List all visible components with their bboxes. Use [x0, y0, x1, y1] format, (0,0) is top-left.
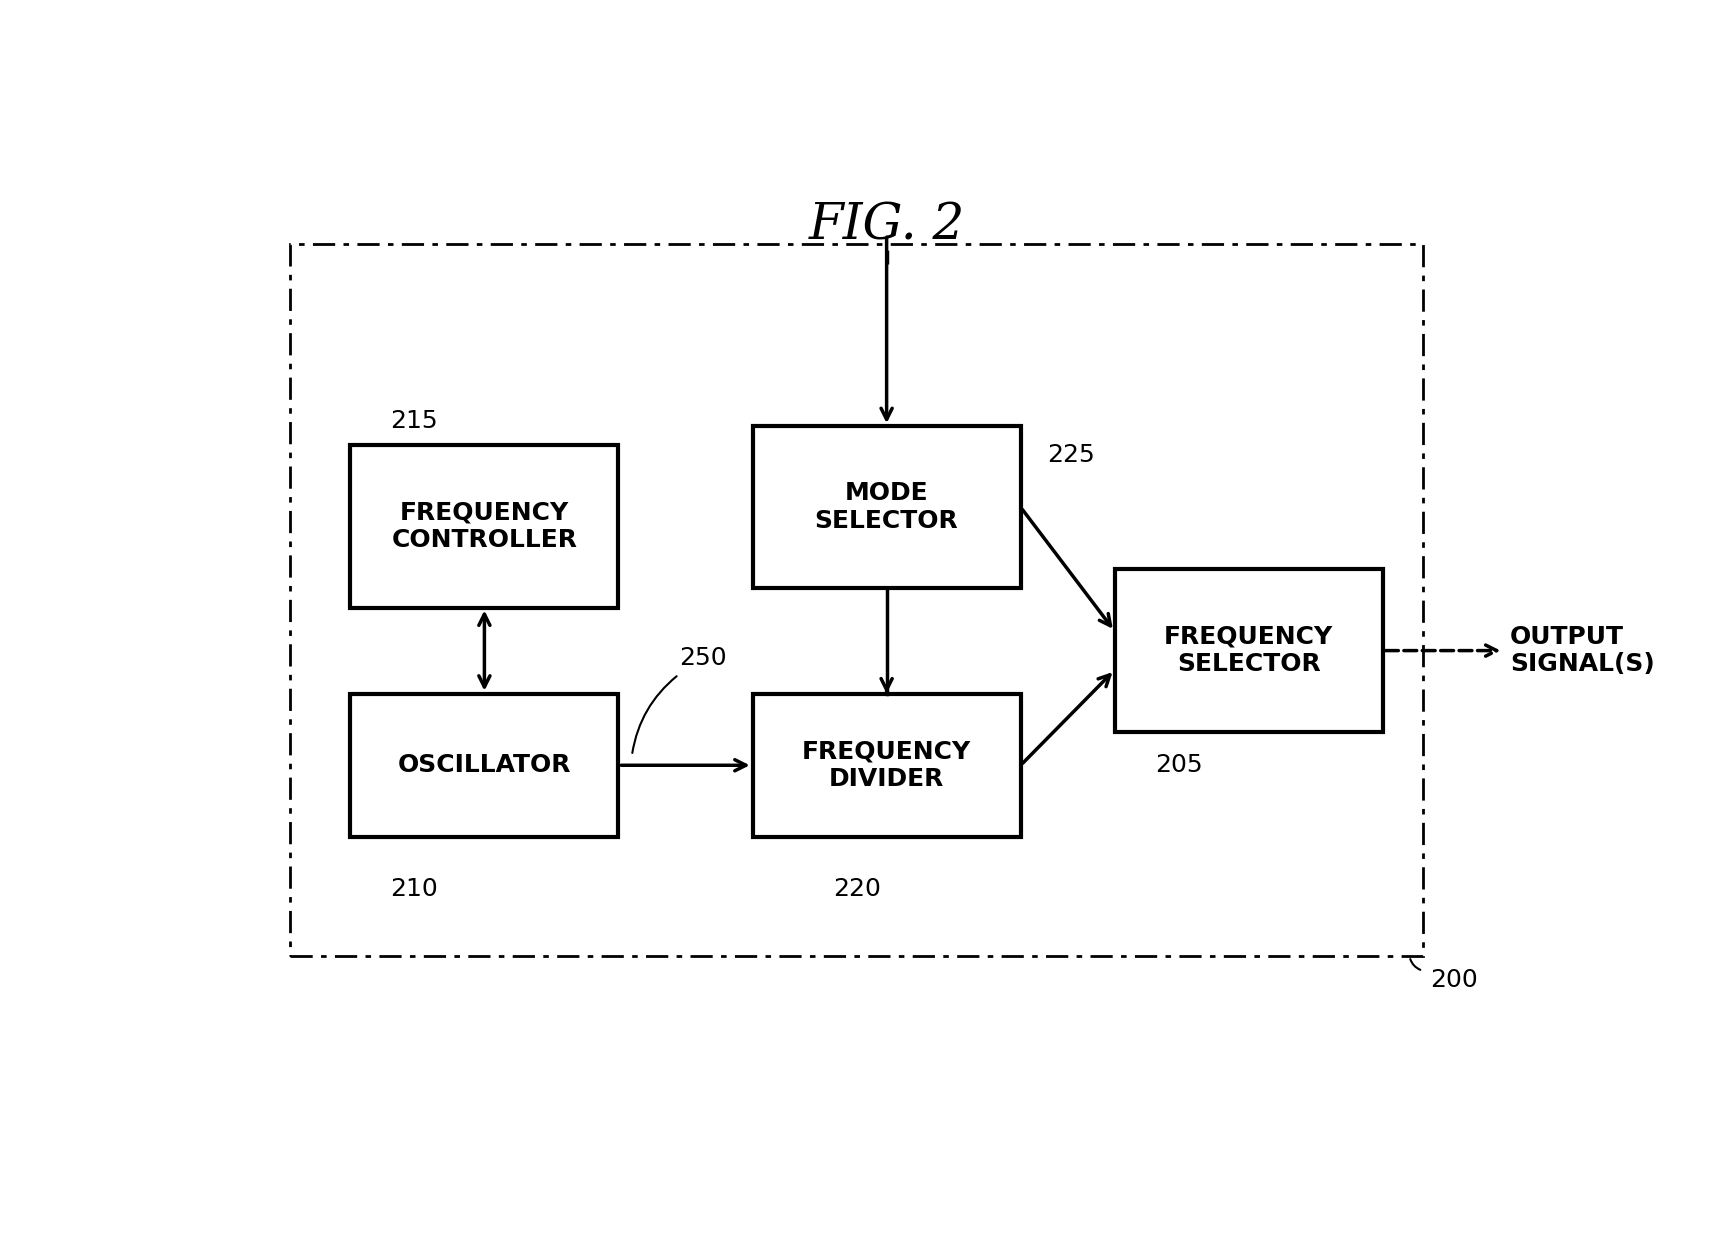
Text: FREQUENCY
SELECTOR: FREQUENCY SELECTOR: [1164, 624, 1334, 676]
Text: OSCILLATOR: OSCILLATOR: [398, 753, 571, 777]
Text: OUTPUT
SIGNAL(S): OUTPUT SIGNAL(S): [1510, 624, 1656, 676]
Text: 210: 210: [391, 877, 438, 901]
Text: 220: 220: [834, 877, 881, 901]
Bar: [351, 446, 619, 608]
Text: FREQUENCY
DIVIDER: FREQUENCY DIVIDER: [803, 740, 971, 792]
Bar: [351, 694, 619, 836]
Text: 205: 205: [1156, 753, 1202, 777]
Text: FREQUENCY
CONTROLLER: FREQUENCY CONTROLLER: [391, 500, 578, 552]
Text: 200: 200: [1429, 968, 1477, 993]
Text: 225: 225: [1047, 443, 1095, 467]
Bar: [753, 694, 1021, 836]
Text: 250: 250: [678, 645, 727, 670]
Text: FIG. 2: FIG. 2: [808, 201, 965, 251]
Bar: [753, 426, 1021, 588]
Bar: [291, 244, 1422, 957]
Bar: [1114, 570, 1382, 732]
Text: 215: 215: [391, 410, 438, 433]
Text: MODE
SELECTOR: MODE SELECTOR: [815, 482, 958, 534]
